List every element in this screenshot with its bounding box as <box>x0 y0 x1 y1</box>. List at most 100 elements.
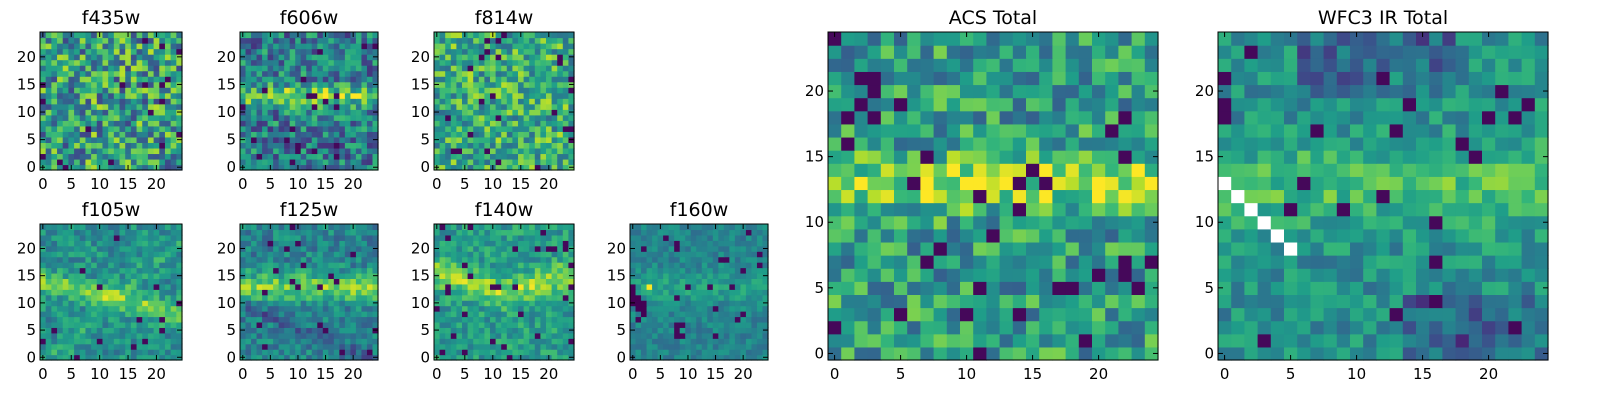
heatmap-cell <box>439 294 446 301</box>
heatmap-cell <box>999 228 1014 243</box>
heatmap-cell <box>546 37 553 44</box>
heatmap-cell <box>445 234 452 241</box>
heatmap-cell <box>445 332 452 339</box>
heatmap-cell <box>366 131 374 138</box>
heatmap-cell <box>159 158 166 166</box>
heatmap-cell <box>501 251 508 258</box>
heatmap-cell <box>176 92 183 99</box>
heatmap-cell <box>96 92 104 99</box>
heatmap-cell <box>113 70 121 77</box>
heatmap-cell <box>484 256 491 263</box>
heatmap-cell <box>278 354 285 361</box>
heatmap-cell <box>57 332 64 339</box>
heatmap-cell <box>306 87 313 94</box>
heatmap-cell <box>306 289 313 296</box>
heatmap-cell <box>125 76 132 83</box>
heatmap-cell <box>546 136 553 143</box>
heatmap-cell <box>745 321 753 328</box>
heatmap-cell <box>79 142 87 149</box>
heatmap-cell <box>45 87 52 94</box>
heatmap-cell <box>960 307 974 322</box>
heatmap-cell <box>153 229 160 236</box>
heatmap-cell <box>344 125 351 132</box>
heatmap-cell <box>880 189 895 204</box>
heatmap-cell <box>562 164 569 171</box>
heatmap-cell <box>986 202 1001 217</box>
heatmap-cell <box>153 305 160 312</box>
heatmap-cell <box>164 262 172 269</box>
heatmap-cell <box>51 59 58 66</box>
heatmap-cell <box>484 164 491 171</box>
heatmap-cell <box>512 142 519 149</box>
heatmap-cell <box>85 262 92 269</box>
heatmap-cell <box>473 327 480 334</box>
heatmap-cell <box>51 54 58 61</box>
heatmap-cell <box>96 87 104 94</box>
heatmap-cell <box>568 147 575 155</box>
heatmap-cell <box>512 48 519 55</box>
heatmap-cell <box>91 48 98 55</box>
heatmap-cell <box>328 103 335 110</box>
heatmap-cell <box>679 278 686 285</box>
heatmap-cell <box>295 48 302 55</box>
heatmap-cell <box>176 153 183 160</box>
heatmap-cell <box>490 240 497 247</box>
heatmap-cell <box>723 316 730 323</box>
heatmap-cell <box>284 300 291 307</box>
heatmap-cell <box>130 300 138 307</box>
heatmap-cell <box>344 87 351 94</box>
heatmap-cell <box>96 343 104 350</box>
heatmap-cell <box>551 234 558 241</box>
heatmap-cell <box>142 240 149 247</box>
y-tick-label: 0 <box>26 158 36 176</box>
heatmap-cell <box>439 153 446 160</box>
heatmap-cell <box>119 59 126 66</box>
heatmap-cell <box>551 158 558 166</box>
heatmap-cell <box>322 305 329 312</box>
heatmap-cell <box>630 338 637 345</box>
heatmap-cell <box>701 289 708 296</box>
heatmap-cell <box>894 255 908 269</box>
heatmap-cell <box>663 327 670 334</box>
heatmap-cell <box>907 150 921 164</box>
heatmap-cell <box>62 256 69 263</box>
heatmap-cell <box>85 158 92 166</box>
heatmap-cell <box>40 158 47 166</box>
heatmap-cell <box>130 338 138 345</box>
heatmap-cell <box>355 142 363 149</box>
heatmap-cell <box>1039 228 1053 243</box>
heatmap-cell <box>366 59 374 66</box>
heatmap-cell <box>512 278 519 285</box>
heatmap-cell <box>136 32 143 39</box>
heatmap-cell <box>1052 202 1067 217</box>
heatmap-cell <box>295 349 302 356</box>
heatmap-cell <box>119 240 126 247</box>
heatmap-cell <box>273 300 280 307</box>
heatmap-cell <box>74 131 81 138</box>
heatmap-cell <box>142 251 149 258</box>
heatmap-cell <box>68 70 75 77</box>
heatmap-cell <box>136 311 143 318</box>
heatmap-cell <box>568 76 575 83</box>
heatmap-cell <box>311 87 318 94</box>
heatmap-cell <box>153 349 160 356</box>
heatmap-cell <box>328 262 335 269</box>
heatmap-cell <box>1105 189 1119 204</box>
heatmap-cell <box>434 294 441 301</box>
heatmap-cell <box>289 103 296 110</box>
heatmap-cell <box>311 65 318 72</box>
heatmap-cell <box>462 153 469 160</box>
heatmap-cell <box>467 267 474 274</box>
heatmap-cell <box>679 256 686 263</box>
heatmap-cell <box>854 189 869 204</box>
heatmap-cell <box>40 316 47 323</box>
heatmap-cell <box>333 278 340 285</box>
heatmap-cell <box>467 321 474 328</box>
heatmap-cell <box>251 147 258 155</box>
heatmap-cell <box>630 343 637 350</box>
heatmap-cell <box>344 338 351 345</box>
heatmap-cell <box>484 37 491 44</box>
heatmap-cell <box>361 98 368 105</box>
heatmap-cell <box>317 37 324 44</box>
heatmap-cell <box>159 311 166 318</box>
